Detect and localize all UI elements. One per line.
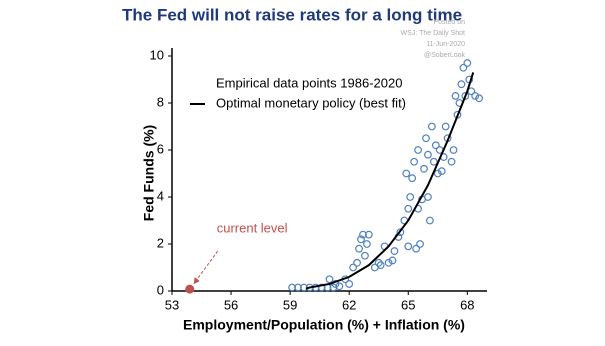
data-point	[374, 258, 383, 267]
source-line: @SoberLook	[424, 52, 465, 59]
data-point	[376, 261, 385, 270]
x-tick-label: 62	[342, 297, 356, 312]
source-line: Posted on	[433, 19, 465, 26]
data-point	[475, 94, 484, 103]
data-point	[345, 280, 354, 288]
data-point	[422, 134, 430, 143]
data-point	[457, 80, 466, 89]
data-point	[424, 150, 432, 159]
current-level-point	[185, 284, 195, 294]
data-point	[441, 122, 450, 131]
data-point	[402, 169, 411, 178]
annotation-text: current level	[217, 221, 288, 236]
data-point	[404, 204, 413, 213]
annotation-arrow	[195, 250, 219, 282]
data-point	[410, 157, 419, 166]
data-point	[404, 242, 413, 251]
data-point	[384, 258, 393, 267]
source-line: WSJ: The Daily Shot	[401, 30, 466, 37]
data-point	[427, 122, 436, 131]
fit-line	[305, 72, 475, 290]
data-point	[437, 167, 446, 176]
x-tick-label: 53	[165, 297, 179, 312]
x-tick-label: 56	[224, 297, 238, 312]
data-point	[416, 240, 424, 248]
data-point	[433, 169, 442, 178]
data-point	[463, 59, 472, 67]
legend-label: Empirical data points 1986-2020	[216, 75, 402, 90]
data-point	[364, 230, 373, 239]
y-axis-label: Fed Funds (%)	[141, 125, 157, 221]
source-line: 11-Jun-2020	[426, 41, 465, 48]
data-point	[396, 228, 405, 237]
x-axis-label: Employment/Population (%) + Inflation (%…	[183, 317, 465, 333]
y-tick-label: 10	[150, 47, 164, 62]
data-point	[317, 283, 326, 292]
data-point	[408, 174, 417, 183]
x-tick-label: 68	[460, 297, 474, 312]
data-point	[471, 92, 480, 100]
data-point	[412, 244, 421, 253]
data-point	[406, 193, 415, 201]
arrow-head	[193, 277, 200, 285]
y-tick-label: 0	[157, 282, 164, 297]
data-point	[451, 92, 460, 100]
source: Posted on WSJ: The Daily Shot 11-Jun-2020 @…	[401, 19, 466, 59]
legend-label: Optimal monetary policy (best fit)	[216, 95, 406, 110]
data-point	[429, 157, 438, 166]
data-point	[388, 256, 397, 265]
x-tick-label: 59	[283, 297, 297, 312]
data-point	[355, 244, 363, 253]
data-point	[449, 146, 458, 154]
data-point	[325, 275, 334, 284]
data-point	[294, 283, 302, 292]
y-tick-label: 8	[157, 94, 164, 109]
y-tick-label: 4	[157, 188, 164, 203]
chart-title: The Fed will not raise rates for a long …	[122, 5, 462, 24]
y-tick-label: 6	[157, 141, 164, 156]
data-point	[363, 240, 371, 248]
data-point	[447, 157, 456, 166]
data-point	[359, 230, 367, 239]
data-point	[426, 216, 434, 225]
data-point	[349, 263, 358, 272]
x-tick-label: 65	[401, 297, 415, 312]
y-tick-label: 2	[157, 235, 164, 250]
data-point	[335, 282, 344, 291]
data-point	[361, 251, 369, 260]
data-point	[414, 146, 422, 154]
data-point	[357, 235, 365, 244]
data-point	[390, 247, 399, 255]
data-point	[420, 164, 428, 173]
data-point	[353, 258, 361, 267]
data-point	[461, 92, 470, 100]
data-point	[288, 283, 296, 292]
data-point	[431, 141, 440, 150]
data-point	[459, 63, 468, 72]
